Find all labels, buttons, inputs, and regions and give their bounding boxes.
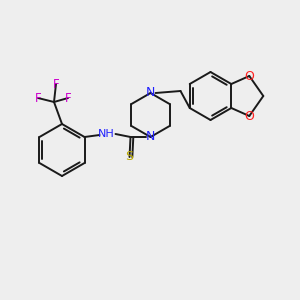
Text: F: F — [53, 77, 59, 91]
Text: F: F — [65, 92, 71, 104]
Text: N: N — [146, 130, 155, 143]
Text: F: F — [35, 92, 41, 104]
Text: N: N — [146, 86, 155, 100]
Text: S: S — [125, 151, 134, 164]
Text: O: O — [244, 70, 254, 83]
Text: O: O — [244, 110, 254, 122]
Text: NH: NH — [98, 129, 115, 139]
